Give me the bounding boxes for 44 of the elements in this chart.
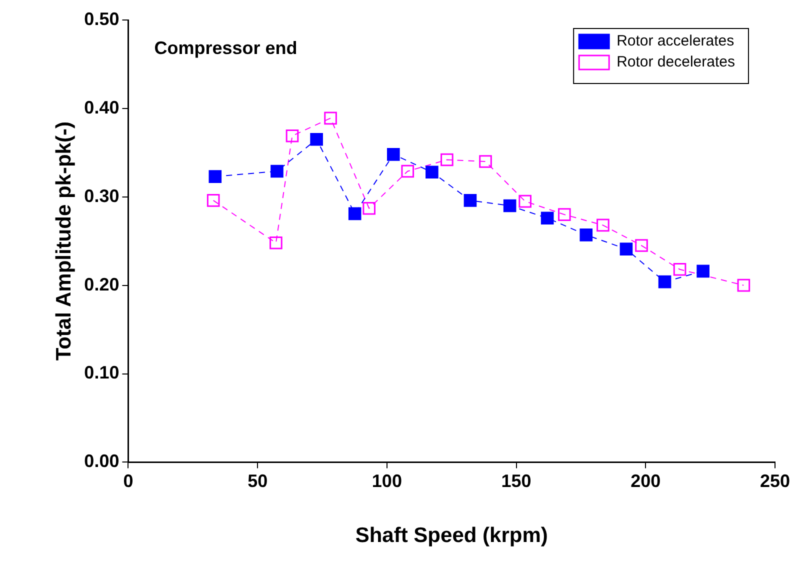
x-tick-label: 50 [248,470,268,491]
point [426,166,438,179]
x-tick-label: 100 [372,470,402,491]
point [206,194,220,207]
point [348,207,362,220]
point [208,170,222,183]
point [464,194,477,207]
point [673,262,686,276]
annotation: Compressor end [154,38,298,58]
y-tick-label: 0.30 [84,186,120,206]
x-tick-label: 150 [501,470,532,491]
point [635,239,648,252]
point [310,132,323,146]
y-tick-label: 0.20 [84,274,120,294]
y-tick-label: 0.50 [84,8,120,29]
y-tick-label: 0.40 [84,97,120,118]
point [658,275,672,288]
point [737,278,750,292]
point [270,236,282,250]
y-tick-label: 0.00 [84,451,120,472]
x-tick-label: 200 [630,470,661,491]
point [401,164,414,178]
point [286,129,299,142]
point [440,153,454,166]
point [362,202,376,215]
point [386,148,400,161]
point [324,112,337,125]
point [503,199,516,212]
point [540,212,554,225]
x-tick-label: 0 [123,470,134,491]
point [558,208,571,221]
x-tick-label: 250 [760,470,790,491]
point [696,264,710,278]
point [270,164,284,178]
legend-label: Rotor accelerates [616,32,734,50]
point [620,242,633,256]
point [518,194,532,208]
y-tick-label: 0.10 [84,362,120,383]
y-axis-title: Total Amplitude pk-pk(-) [52,122,76,361]
point [479,155,492,168]
point [580,228,593,242]
point [596,218,610,232]
legend-label: Rotor decelerates [616,54,735,71]
x-axis-title: Shaft Speed (krpm) [355,524,548,548]
